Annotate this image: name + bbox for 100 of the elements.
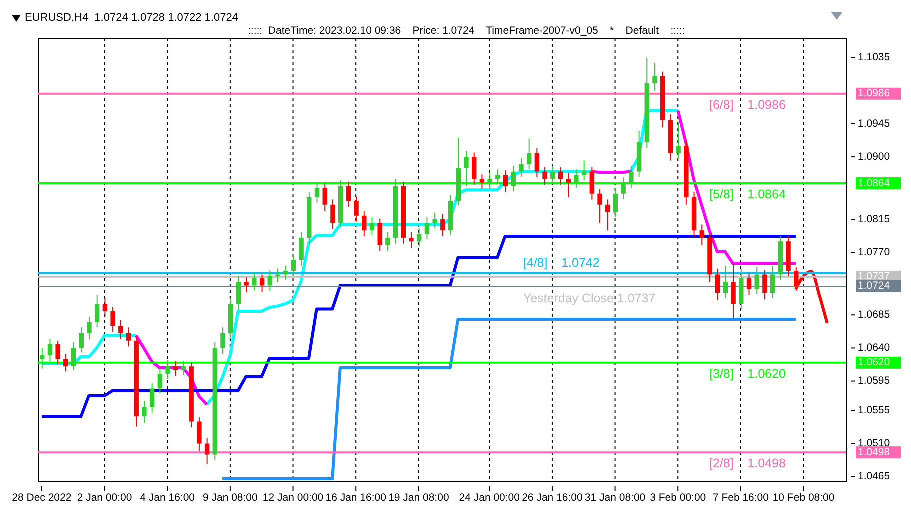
x-tick-label: 24 Jan 00:00 [459, 492, 520, 504]
candlestick [150, 382, 155, 414]
candlestick [299, 232, 304, 266]
candlestick [174, 360, 178, 377]
candlestick [110, 306, 116, 333]
ref-line-label: [5/8] 1.0864 [709, 188, 786, 202]
candlestick [79, 327, 84, 354]
candlestick [64, 354, 68, 372]
candlestick [197, 416, 202, 452]
ref-line-label: [4/8] 1.0742 [523, 256, 600, 270]
x-tick-label: 16 Jan 16:00 [326, 492, 387, 504]
y-tick-label: 1.0815 [858, 213, 890, 226]
candlestick [56, 340, 60, 365]
chart-subtitle: ::::: DateTime: 2023.02.10 09:36 Price: 1.0724 TimeFrame-2007-v0_05 * Default ::::: [248, 25, 686, 37]
y-tick-label: 1.0986 [858, 88, 890, 100]
candlestick [652, 62, 658, 92]
candlestick [291, 254, 296, 277]
candlestick [346, 182, 352, 208]
candlestick [480, 174, 485, 190]
candlestick [613, 187, 618, 218]
candlestick [629, 165, 634, 188]
candlestick [715, 268, 720, 301]
x-tick-label: 26 Jan 16:00 [522, 492, 583, 504]
candlestick [534, 148, 540, 178]
candlestick [472, 152, 477, 186]
candlestick [409, 232, 414, 249]
candlestick [496, 169, 500, 185]
candlestick [526, 138, 532, 170]
candlestick [166, 359, 170, 380]
x-tick-label: 31 Jan 08:00 [584, 492, 646, 504]
candlestick [676, 121, 681, 160]
y-tick-label: 1.1035 [858, 52, 890, 64]
candlestick [770, 265, 776, 299]
x-tick-label: 4 Jan 16:00 [140, 492, 196, 504]
candlestick [574, 169, 579, 188]
candlestick [386, 232, 390, 252]
candlestick [731, 263, 736, 320]
candlestick [276, 268, 280, 283]
candlestick [621, 177, 626, 200]
candlestick [432, 212, 438, 229]
y-tick-label: 1.0724 [858, 280, 890, 292]
candlestick [511, 165, 516, 192]
x-tick-label: 3 Feb 00:00 [650, 492, 706, 504]
y-tick-label: 1.0900 [858, 150, 890, 163]
candlestick [126, 327, 132, 348]
x-tick-label: 28 Dec 2022 [12, 492, 72, 504]
candlestick [417, 228, 422, 248]
candlestick [252, 272, 257, 292]
candlestick [71, 342, 76, 371]
candlestick [723, 265, 728, 299]
candlestick [362, 210, 367, 237]
candlestick [370, 216, 375, 236]
x-tick-label: 19 Jan 08:00 [388, 492, 450, 504]
y-tick-label: 1.0945 [858, 118, 890, 130]
candlestick [503, 170, 508, 193]
x-tick-label: 12 Jan 00:00 [262, 492, 324, 504]
y-tick-label: 1.0498 [858, 446, 890, 458]
candlestick [440, 214, 446, 237]
x-tick-label: 9 Jan 08:00 [202, 492, 258, 504]
candlestick [40, 348, 45, 370]
candlestick [590, 166, 595, 200]
ref-line-label: Yesterday Close 1.0737 [523, 291, 656, 306]
candlestick [488, 172, 492, 188]
candlestick [181, 360, 186, 376]
candlestick [762, 270, 768, 300]
candlestick [582, 160, 587, 182]
candlestick [700, 224, 704, 246]
ref-line-label: [6/8] 1.0986 [709, 98, 786, 112]
candlestick [158, 368, 163, 394]
y-tick-label: 1.0620 [858, 356, 890, 369]
ref-line-label: [2/8] 1.0498 [709, 456, 786, 471]
y-tick-label: 1.0864 [858, 177, 890, 190]
y-tick-label: 1.0737 [858, 270, 890, 283]
candlestick [87, 316, 92, 340]
candlestick [330, 199, 336, 230]
candlestick [236, 276, 242, 310]
candlestick [118, 320, 124, 340]
ref-line-label: [3/8] 1.0620 [709, 366, 786, 381]
candlestick [260, 274, 265, 293]
candlestick [283, 265, 288, 280]
candlestick [220, 327, 226, 355]
candlestick [102, 298, 108, 318]
y-tick-label: 1.0465 [858, 470, 890, 483]
candlestick [244, 277, 249, 293]
y-tick-label: 1.0595 [858, 375, 890, 388]
y-tick-label: 1.0555 [858, 404, 890, 416]
candlestick [48, 338, 53, 362]
candlestick [424, 216, 430, 240]
candlestick [322, 183, 328, 212]
candlestick [550, 165, 556, 185]
candlestick [746, 272, 752, 296]
candlestick [754, 266, 760, 296]
y-tick-label: 1.0685 [858, 308, 890, 321]
candlestick [566, 172, 571, 198]
candlestick [142, 400, 147, 424]
candlestick [606, 199, 610, 232]
x-tick-label: 10 Feb 08:00 [772, 492, 835, 504]
candlestick [378, 218, 382, 252]
y-tick-label: 1.0640 [858, 342, 890, 354]
candlestick [354, 196, 359, 222]
